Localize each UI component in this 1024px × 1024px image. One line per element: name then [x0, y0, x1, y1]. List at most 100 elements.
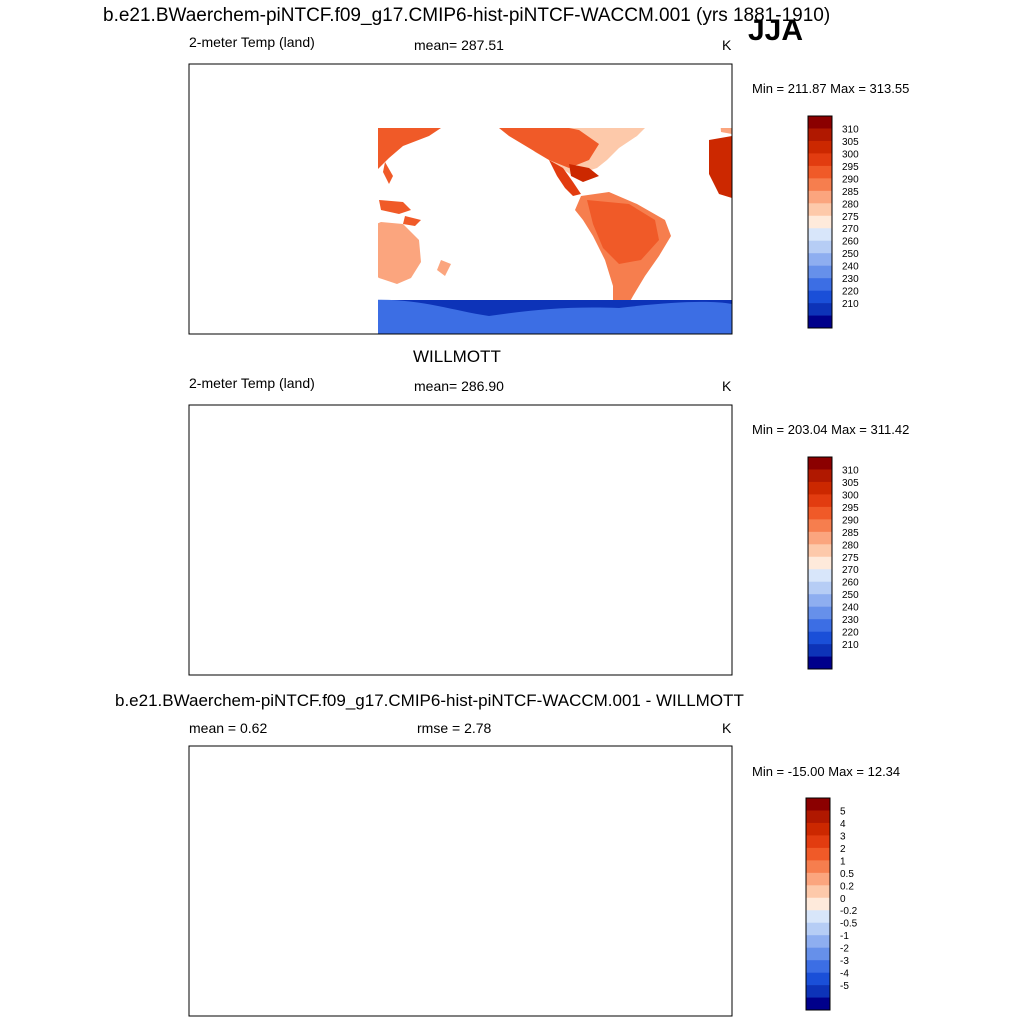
colorbar-tick-label: 295	[842, 503, 859, 514]
colorbar-tick-label: 0.2	[840, 881, 854, 892]
colorbar-tick-label: 280	[842, 199, 859, 210]
colorbar-swatch	[808, 544, 832, 558]
season-label: JJA	[748, 14, 804, 47]
colorbar-swatch	[808, 128, 832, 142]
colorbar-swatch	[808, 265, 832, 279]
colorbar-tick-label: -1	[840, 931, 849, 942]
colorbar-tick-label: 0	[840, 894, 846, 905]
panel1-units-label: K	[722, 37, 732, 53]
colorbar-tick-label: -4	[840, 969, 849, 980]
figure-title: b.e21.BWaerchem-piNTCF.f09_g17.CMIP6-his…	[103, 5, 831, 26]
colorbar-swatch	[806, 947, 830, 961]
colorbar-tick-label: 270	[842, 565, 859, 576]
panel3-mean-label: mean = 0.62	[189, 720, 268, 736]
colorbar-tick-label: 300	[842, 149, 859, 160]
colorbar-tick-label: -5	[840, 981, 849, 992]
colorbar-swatch	[808, 519, 832, 533]
colorbar-swatch	[808, 481, 832, 495]
colorbar-swatch	[808, 315, 832, 329]
panel3-minmax-label: Min = -15.00 Max = 12.34	[752, 764, 901, 779]
colorbar-tick-label: 285	[842, 187, 859, 198]
colorbar-swatch	[806, 897, 830, 911]
colorbar-swatch	[808, 240, 832, 254]
colorbar-tick-label: 290	[842, 515, 859, 526]
colorbar-swatch	[808, 606, 832, 620]
panel1-variable-label: 2-meter Temp (land)	[189, 34, 315, 50]
colorbar-swatch	[808, 140, 832, 154]
panel2-minmax-label: Min = 203.04 Max = 311.42	[752, 422, 910, 437]
colorbar-swatch	[808, 581, 832, 595]
colorbar-swatch	[808, 506, 832, 520]
map-frame	[188, 745, 733, 1017]
panel2-variable-label: 2-meter Temp (land)	[189, 375, 315, 391]
colorbar-swatch	[808, 644, 832, 657]
colorbar-swatch	[806, 922, 830, 936]
colorbar-tick-label: 3	[840, 831, 846, 842]
colorbar-swatch	[808, 569, 832, 583]
colorbar-swatch	[808, 594, 832, 607]
colorbar-tick-label: 240	[842, 603, 859, 614]
map-ocean-background	[189, 405, 732, 675]
panel3-rmse-label: rmse = 2.78	[417, 720, 492, 736]
colorbar-swatch	[806, 872, 830, 886]
colorbar-swatch	[806, 822, 830, 836]
colorbar-swatch	[806, 972, 830, 986]
map-frame	[188, 404, 733, 676]
colorbar-swatch	[808, 228, 832, 242]
colorbar-swatch	[808, 531, 832, 545]
colorbar-tick-label: 220	[842, 287, 859, 298]
colorbar-swatch	[808, 631, 832, 645]
colorbar-swatch	[808, 190, 832, 204]
colorbar-tick-label: 275	[842, 212, 859, 223]
colorbar-tick-label: 310	[842, 124, 859, 135]
colorbar-tick-label: 230	[842, 615, 859, 626]
colorbar-frame	[807, 456, 833, 670]
colorbar-tick-label: -0.5	[840, 919, 858, 930]
colorbar-swatch	[808, 556, 832, 570]
panel2-mean-label: mean= 286.90	[414, 378, 504, 394]
colorbar-tick-label: 305	[842, 137, 859, 148]
colorbar-tick-label: 270	[842, 224, 859, 235]
colorbar-swatch	[808, 656, 832, 670]
colorbar-3: 5 43 21 0.50.2 0-0.2 -0.5-1 -2-3 -4-5	[805, 797, 858, 1011]
colorbar-tick-label: 295	[842, 162, 859, 173]
colorbar-tick-label: 4	[840, 819, 846, 830]
colorbar-tick-label: 260	[842, 578, 859, 589]
colorbar-tick-label: 230	[842, 274, 859, 285]
colorbar-swatch	[808, 619, 832, 632]
map-frame	[188, 63, 733, 335]
panel1-mean-label: mean= 287.51	[414, 37, 504, 53]
colorbar-tick-label: 5	[840, 806, 846, 817]
panel3-title: b.e21.BWaerchem-piNTCF.f09_g17.CMIP6-his…	[115, 691, 744, 710]
colorbar-tick-label: 1	[840, 856, 846, 867]
colorbar-frame	[805, 797, 831, 1011]
panel3-units-label: K	[722, 720, 732, 736]
colorbar-swatch	[808, 494, 832, 508]
colorbar-tick-label: 210	[842, 299, 859, 310]
colorbar-swatch	[806, 860, 830, 874]
colorbar-tick-label: 240	[842, 262, 859, 273]
colorbar-swatch	[808, 203, 832, 217]
colorbar-tick-label: 250	[842, 590, 859, 601]
colorbar-swatch	[806, 960, 830, 973]
colorbar-tick-label: 250	[842, 249, 859, 260]
colorbar-swatch	[808, 253, 832, 266]
colorbar-tick-label: 310	[842, 465, 859, 476]
colorbar-tick-label: 275	[842, 553, 859, 564]
colorbar-tick-label: -0.2	[840, 906, 858, 917]
colorbar-swatch	[808, 215, 832, 229]
colorbar-swatch	[806, 935, 830, 948]
panel2-title: WILLMOTT	[413, 347, 501, 366]
colorbar-tick-label: 290	[842, 174, 859, 185]
colorbar-swatch	[806, 885, 830, 899]
colorbar-swatch	[808, 165, 832, 179]
colorbar-swatch	[808, 153, 832, 167]
colorbar-frame	[807, 115, 833, 329]
colorbar-swatch	[808, 178, 832, 192]
colorbar-tick-label: 260	[842, 237, 859, 248]
